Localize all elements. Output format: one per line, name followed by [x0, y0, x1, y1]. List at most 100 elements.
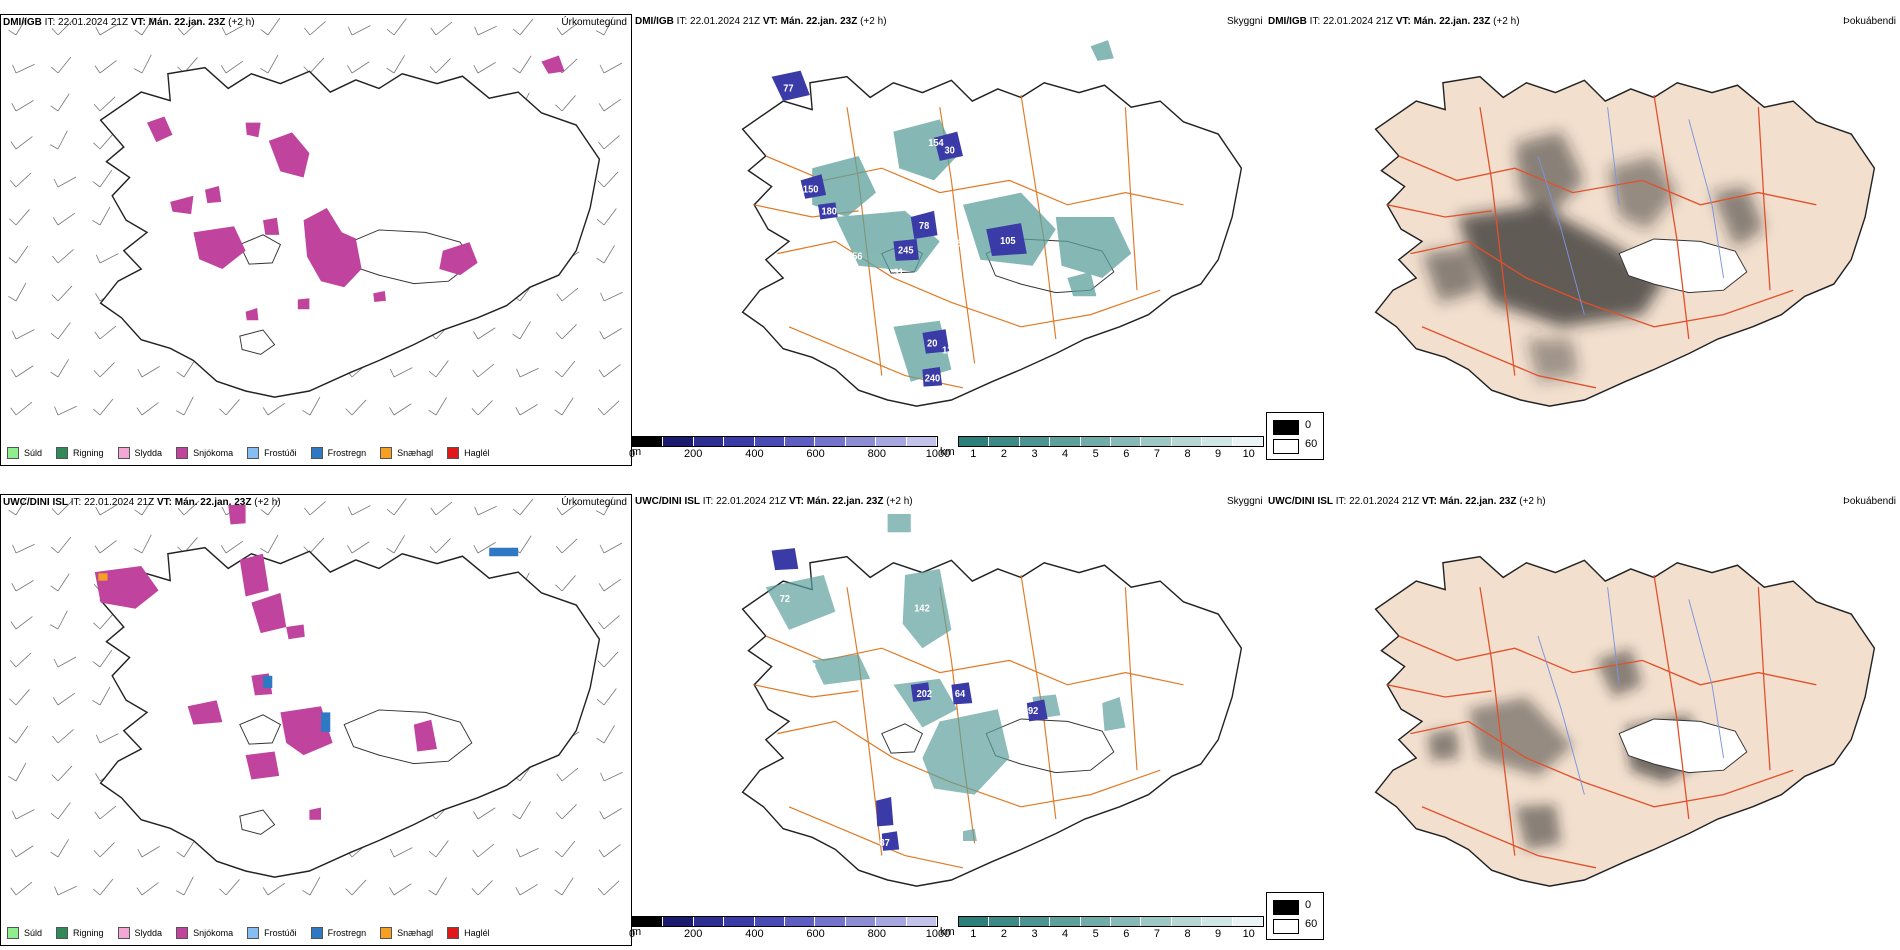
- colorbar-tick: 1: [970, 448, 977, 460]
- legend-item: Frostúði: [247, 447, 297, 459]
- wind-barb: [555, 840, 576, 858]
- legend-swatch: [310, 447, 323, 459]
- visibility-colorbar-row2: 1 2 3 4 5 6 7 8 9 10: [958, 916, 1264, 940]
- wind-barb: [516, 367, 539, 378]
- wind-barb: [512, 321, 531, 340]
- colorbar-cell: [989, 917, 1020, 926]
- wind-barb: [473, 807, 496, 820]
- precip-map-row2: [8, 496, 623, 896]
- wind-barb: [137, 846, 160, 858]
- visibility-unit: km: [940, 926, 955, 938]
- wind-barb: [52, 729, 74, 744]
- wind-barb: [389, 847, 413, 858]
- wind-barb: [598, 615, 620, 630]
- colorbar-cell: [1202, 437, 1233, 446]
- colorbar-tick: 4: [1062, 448, 1069, 460]
- wind-barb: [556, 22, 579, 36]
- wind-barb: [597, 400, 620, 416]
- ceiling-label: 30: [944, 145, 954, 156]
- road-network: [1387, 574, 1817, 869]
- wind-barb: [599, 328, 622, 340]
- wind-barb: [10, 136, 33, 150]
- wind-barb: [596, 725, 615, 744]
- legend-item: Snæhagl: [380, 927, 433, 939]
- colorbar-tick: 7: [1153, 928, 1160, 940]
- wind-barb: [599, 542, 623, 554]
- wind-barb: [555, 538, 578, 554]
- colorbar-cell: [663, 917, 694, 926]
- fog-legend-label: 60: [1305, 918, 1318, 930]
- wind-barb: [11, 329, 35, 340]
- colorbar-tick: 0: [628, 928, 636, 940]
- wind-barb: [260, 17, 281, 36]
- wind-barb: [304, 501, 326, 516]
- ceiling-label: 72: [780, 594, 790, 605]
- colorbar-cell: [724, 917, 755, 926]
- legend-label: Frostregn: [327, 448, 367, 458]
- wind-barb: [51, 285, 73, 302]
- wind-barb: [50, 610, 68, 630]
- legend-swatch: [176, 927, 189, 939]
- wind-barb: [9, 652, 32, 668]
- wind-barb: [50, 359, 69, 378]
- ceiling-label: 186: [951, 238, 966, 249]
- wind-barb: [176, 839, 196, 858]
- legend-swatch: [117, 927, 130, 939]
- wind-barb: [10, 616, 33, 630]
- colorbar-tick: 200: [684, 448, 703, 460]
- wind-barb: [430, 21, 453, 36]
- wind-barb: [93, 133, 114, 150]
- wind-barb: [600, 771, 623, 782]
- colorbar-tick: 1: [970, 928, 977, 940]
- wind-barb: [12, 63, 35, 74]
- ceiling-label: 142: [914, 603, 929, 614]
- wind-barb: [302, 396, 321, 416]
- wind-barb: [345, 399, 367, 416]
- wind-barb: [386, 55, 405, 74]
- wind-barb: [177, 20, 200, 36]
- ceiling-label: 76: [1033, 725, 1043, 736]
- wind-barb: [93, 613, 114, 630]
- panel-title: Úrkomutegund: [561, 497, 627, 508]
- wind-barb: [386, 535, 405, 554]
- colorbar-cell: [1080, 437, 1112, 446]
- wind-barb: [12, 543, 35, 554]
- wind-barb: [51, 536, 72, 554]
- wind-barb: [472, 363, 495, 378]
- ceiling-label: 77: [783, 83, 793, 94]
- wind-barb: [52, 692, 76, 706]
- colorbar-cell: [1171, 917, 1203, 926]
- colorbar-cell: [724, 437, 755, 446]
- wind-barb: [50, 130, 68, 150]
- legend-item: Slydda: [117, 447, 162, 459]
- wind-barb: [472, 843, 495, 858]
- ceiling-label: 31: [893, 267, 904, 278]
- legend-item: Slydda: [117, 927, 162, 939]
- wind-barb: [599, 808, 622, 820]
- legend-label: Haglél: [464, 448, 490, 458]
- colorbar-tick: 7: [1153, 448, 1160, 460]
- freezing-rain-areas: [263, 547, 519, 732]
- fog-legend-swatch: [1273, 439, 1299, 454]
- wind-barb: [134, 534, 152, 554]
- wind-barb: [597, 651, 619, 668]
- wind-barb: [176, 876, 194, 896]
- wind-barb: [512, 55, 532, 74]
- colorbar-tick: 10: [1242, 448, 1255, 460]
- fog-panel-row2: UWC/DINI ISL IT: 22.01.2024 21Z VT: Mán.…: [1266, 494, 1900, 946]
- wind-barb: [95, 24, 118, 36]
- legend-swatch: [117, 447, 130, 459]
- ice-pellet-areas: [98, 573, 108, 581]
- legend-item: Snæhagl: [380, 447, 433, 459]
- wind-barb: [11, 809, 35, 820]
- ceiling-label: 240: [925, 374, 940, 385]
- wind-barb: [9, 209, 30, 226]
- wind-barb: [219, 399, 240, 416]
- wind-barb: [515, 884, 538, 896]
- ceiling-map-row2: 72 142 302 202 64 92 76 133 87: [741, 514, 1243, 887]
- wind-barb: [136, 402, 159, 416]
- legend-swatch: [447, 447, 460, 459]
- colorbar-cell: [845, 917, 877, 926]
- colorbar-cell: [1050, 437, 1081, 446]
- wind-barb: [260, 534, 279, 554]
